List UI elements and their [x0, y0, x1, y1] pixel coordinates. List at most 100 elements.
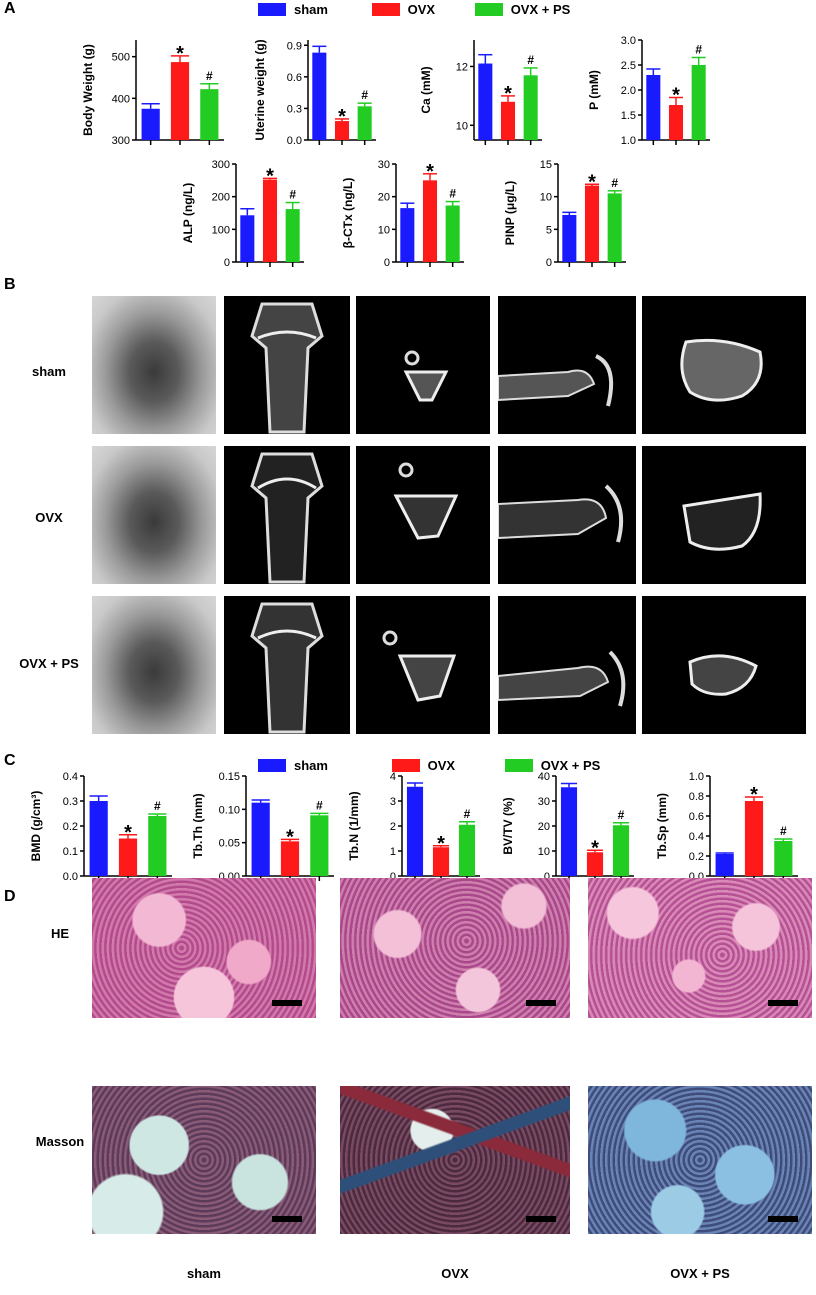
panel-d-column-label-sham: sham [187, 1266, 221, 1281]
significance-asterisk: * [286, 826, 294, 848]
bar-ovx [432, 847, 450, 876]
microct-transverse-ovx [356, 446, 490, 584]
bar-sham [562, 214, 577, 262]
bar-ovx [118, 838, 138, 876]
bar-ovx-ps [458, 824, 476, 876]
significance-asterisk: * [591, 837, 599, 859]
y-tick-label: 2 [390, 821, 396, 833]
bar-ovx-ps [691, 65, 706, 140]
y-tick-label: 0.3 [63, 796, 78, 808]
panel-letter-c: C [4, 752, 16, 769]
chart-pinp: PINP (μg/L) 0 5 10 15 * # [503, 159, 626, 269]
bone-longitudinal-sketch-sham [250, 302, 324, 434]
y-tick-label: 0 [544, 871, 550, 883]
histology-masson-ovx [340, 1086, 570, 1234]
microct-transverse-sham [356, 296, 490, 434]
bar-ovx-ps [200, 89, 219, 140]
legend-label-ovx-ps-c: OVX + PS [540, 758, 601, 773]
chart-bv-tv: BV/TV (%) 0 10 20 30 40 * # [501, 771, 634, 883]
histology-he-ovx-ps [588, 878, 812, 1018]
y-tick-label: 0.6 [689, 811, 704, 823]
legend-label-sham: sham [294, 2, 328, 17]
significance-hash: # [780, 824, 787, 838]
bone-longitudinal-sketch-ovx-ps [250, 602, 324, 734]
panel-b-row-label-ovx: OVX [35, 510, 63, 525]
y-tick-label: 40 [538, 771, 550, 783]
y-tick-label: 4 [390, 771, 396, 783]
significance-hash: # [611, 176, 618, 190]
y-axis-label: Tb.N (1/mm) [347, 791, 361, 860]
y-tick-label: 500 [112, 52, 130, 64]
y-tick-label: 0 [546, 257, 552, 269]
y-tick-label: 0.9 [287, 40, 302, 52]
bar-ovx-ps [607, 193, 622, 262]
bar-ovx-ps [774, 841, 793, 876]
significance-hash: # [449, 187, 456, 201]
y-tick-label: 300 [112, 135, 130, 147]
bar-ovx [744, 801, 764, 876]
bone-sagittal-sketch-ovx-ps [498, 650, 626, 707]
microct-longitudinal-ovx [224, 446, 350, 584]
y-tick-label: 3.0 [621, 35, 636, 47]
y-tick-label: 0 [390, 871, 396, 883]
y-tick-label: 200 [212, 192, 230, 204]
histology-masson-ovx-ps [588, 1086, 812, 1234]
bone-sagittal-sketch-sham [498, 354, 613, 407]
significance-asterisk: * [176, 43, 184, 65]
y-axis-label: PINP (μg/L) [503, 181, 517, 245]
y-tick-label: 0.8 [689, 791, 704, 803]
bar-ovx [500, 101, 516, 140]
bar-sham [478, 63, 493, 140]
legend-item-ovx: OVX [371, 2, 435, 17]
legend-swatch-ovx-ps-c [504, 759, 533, 772]
significance-hash: # [527, 53, 534, 67]
y-tick-label: 1.0 [689, 771, 704, 783]
bar-sham [400, 208, 415, 262]
bar-sham [240, 215, 255, 262]
y-tick-label: 30 [378, 159, 390, 171]
legend-a: sham OVX OVX + PS [258, 2, 596, 17]
scale-bar [526, 1000, 556, 1006]
panel-d-row-label-masson: Masson [35, 1134, 85, 1149]
panel-b-row-label-sham: sham [32, 364, 66, 379]
significance-hash: # [361, 88, 368, 102]
legend-item-sham: sham [258, 2, 328, 17]
significance-hash: # [206, 69, 213, 83]
microct-sagittal-ovx [498, 446, 636, 584]
legend-item-sham-c: sham [258, 758, 328, 773]
legend-item-ovx-ps-c: OVX + PS [504, 758, 601, 773]
significance-hash: # [154, 799, 161, 813]
y-tick-label: 12 [456, 61, 468, 73]
panel-d-row-label-he: HE [50, 926, 70, 941]
microct-cross-section-sham [642, 296, 806, 434]
y-axis-label: Tb.Th (mm) [191, 793, 205, 858]
y-tick-label: 0.4 [63, 771, 78, 783]
panel-letter-a: A [4, 0, 16, 17]
panel-d-column-label-ovx-ps: OVX + PS [670, 1266, 730, 1281]
bone-cross-section-sketch-ovx-ps [688, 654, 758, 696]
microct-cross-section-ovx-ps [642, 596, 806, 734]
bar-ovx [586, 852, 604, 876]
significance-asterisk: * [426, 161, 434, 183]
legend-item-ovx-c: OVX [391, 758, 455, 773]
bar-ovx-ps [612, 825, 630, 876]
xray-image-ovx [92, 446, 216, 584]
y-tick-label: 0.4 [689, 831, 704, 843]
bar-sham [646, 75, 661, 140]
legend-swatch-sham-c [258, 759, 286, 772]
y-tick-label: 0.05 [219, 838, 240, 850]
y-tick-label: 0.6 [287, 72, 302, 84]
significance-hash: # [289, 188, 296, 202]
chart-body-weight: Body Weight (g) 300 400 500 * # [81, 40, 224, 147]
bone-cross-section-sketch-ovx [682, 492, 762, 551]
y-axis-label: BMD (g/cm³) [29, 791, 43, 862]
y-tick-label: 10 [456, 120, 468, 132]
y-axis-label: Uterine weight (g) [253, 39, 267, 140]
y-tick-label: 0.3 [287, 103, 302, 115]
y-tick-label: 15 [540, 159, 552, 171]
y-tick-label: 10 [378, 224, 390, 236]
bar-sham [141, 108, 160, 140]
y-tick-label: 20 [378, 192, 390, 204]
y-tick-label: 10 [540, 192, 552, 204]
y-axis-label: ALP (ng/L) [181, 183, 195, 243]
